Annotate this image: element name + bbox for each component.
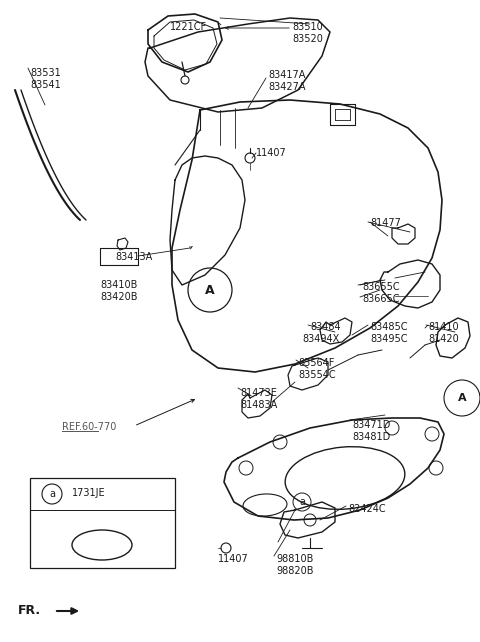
Text: REF.60-770: REF.60-770 [62,422,116,432]
Text: 81483A: 81483A [240,400,277,410]
Text: 83485C: 83485C [370,322,408,332]
Text: 83413A: 83413A [115,252,152,262]
Text: 83554C: 83554C [298,370,336,380]
Bar [30,478,175,568]
Text: 83541: 83541 [30,80,61,90]
Text: 83520: 83520 [292,34,323,44]
Text: 82424C: 82424C [348,504,385,514]
Text: 83494X: 83494X [302,334,339,344]
Text: 81410: 81410 [428,322,458,332]
Text: 83655C: 83655C [362,282,400,292]
Text: 83531: 83531 [30,68,61,78]
Text: FR.: FR. [18,604,41,617]
Text: 83417A: 83417A [268,70,305,80]
Text: 98820B: 98820B [276,566,313,576]
Text: 83665C: 83665C [362,294,399,304]
Text: 81477: 81477 [370,218,401,228]
Text: a: a [49,489,55,499]
Text: 83495C: 83495C [370,334,408,344]
Text: 11407: 11407 [256,148,287,158]
Text: 83564F: 83564F [298,358,335,368]
Text: 98810B: 98810B [276,554,313,564]
Text: 83484: 83484 [310,322,341,332]
Text: 83481D: 83481D [352,432,390,442]
Text: 83427A: 83427A [268,82,305,92]
Text: A: A [458,393,466,403]
Text: 83420B: 83420B [100,292,137,302]
Text: 11407: 11407 [218,554,249,564]
Text: 1221CF: 1221CF [170,22,207,32]
Text: 1731JE: 1731JE [72,488,106,498]
Text: 83410B: 83410B [100,280,137,290]
Text: 83471D: 83471D [352,420,390,430]
Text: A: A [205,284,215,297]
Text: 81420: 81420 [428,334,459,344]
Text: a: a [299,497,305,507]
Text: 83510: 83510 [292,22,323,32]
Text: 81473E: 81473E [240,388,277,398]
